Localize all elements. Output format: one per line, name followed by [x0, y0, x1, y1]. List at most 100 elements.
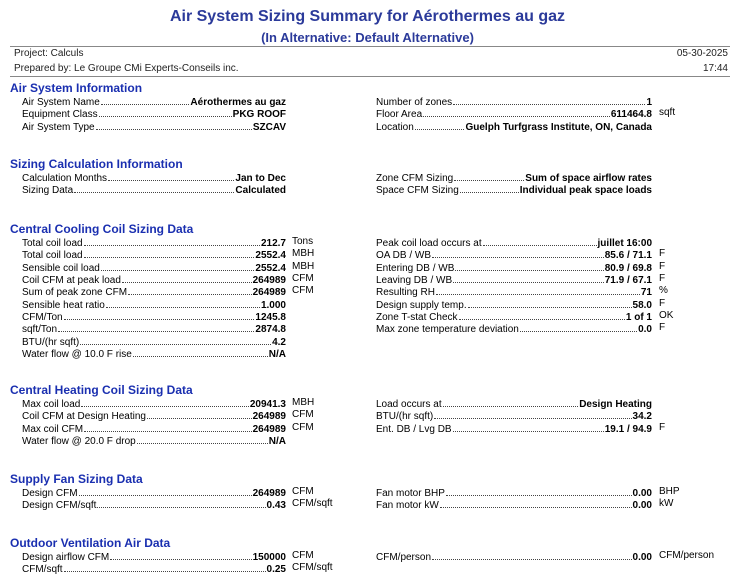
field-unit: BHP — [659, 486, 680, 497]
leader-dots — [453, 95, 646, 105]
field-value: Jan to Dec — [235, 173, 286, 184]
leader-dots — [128, 285, 252, 296]
field-label: Leaving DB / WB — [376, 275, 453, 287]
field-label: Coil CFM at peak load — [22, 275, 121, 287]
field-value: 1.000 — [260, 299, 286, 311]
field-value: Individual peak space loads — [519, 185, 652, 197]
field-row: BTU/(hr sqft) 4.2 — [22, 335, 286, 348]
field-unit: CFM — [292, 409, 314, 421]
field-value: juillet 16:00 — [597, 238, 652, 249]
field-value: 71.9 / 67.1 — [604, 275, 652, 287]
field-unit: CFM/sqft — [292, 498, 333, 510]
field-value: 1 — [646, 97, 652, 108]
leader-dots — [83, 248, 255, 259]
field-row: Coil CFM at peak load 264989 — [22, 273, 286, 287]
field-value: 85.6 / 71.1 — [604, 250, 652, 262]
field-label: Entering DB / WB — [376, 262, 455, 274]
field-unit: CFM — [292, 285, 314, 297]
field-value: 1 of 1 — [625, 312, 652, 324]
section-title: Air System Information — [10, 81, 143, 95]
leader-dots — [100, 95, 190, 105]
section-title: Sizing Calculation Information — [10, 157, 183, 171]
leader-dots — [434, 409, 632, 420]
field-row: Sum of peak zone CFM 264989 — [22, 285, 286, 299]
leader-dots — [132, 347, 268, 358]
field-value: 611464.8 — [610, 109, 652, 121]
field-row: Sizing Data Calculated — [22, 183, 286, 197]
leader-dots — [74, 183, 235, 194]
field-value: 20941.3 — [249, 399, 286, 410]
field-label: Zone CFM Sizing — [376, 173, 454, 184]
leader-dots — [84, 422, 252, 432]
field-unit: F — [659, 421, 666, 433]
field-value: 0.25 — [266, 564, 286, 576]
field-label: Peak coil load occurs at — [376, 238, 482, 249]
field-value: 264989 — [252, 423, 286, 435]
field-label: Sensible coil load — [22, 262, 100, 274]
field-row: Entering DB / WB 80.9 / 69.8 — [376, 261, 652, 274]
leader-dots — [80, 335, 272, 345]
leader-dots — [414, 120, 465, 130]
field-unit: CFM — [292, 273, 314, 285]
field-value: Sum of space airflow rates — [525, 173, 652, 184]
field-row: OA DB / WB 85.6 / 71.1 — [376, 248, 652, 262]
leader-dots — [136, 434, 268, 445]
field-label: Design CFM/sqft — [22, 500, 97, 512]
field-label: Sum of peak zone CFM — [22, 287, 128, 299]
field-label: Total coil load — [22, 250, 83, 262]
field-value: 264989 — [252, 488, 286, 499]
field-value: 0.00 — [632, 488, 652, 499]
field-unit: F — [659, 322, 666, 334]
field-row: BTU/(hr sqft) 34.2 — [376, 409, 652, 423]
field-value: 0.00 — [632, 500, 652, 512]
field-row: Fan motor BHP 0.00 — [376, 486, 652, 499]
field-unit: kW — [659, 498, 674, 510]
field-value: 0.00 — [632, 552, 652, 563]
field-value: 19.1 / 94.9 — [604, 423, 652, 435]
field-label: Total coil load — [22, 238, 83, 249]
subtitle: (In Alternative: Default Alternative) — [261, 30, 474, 45]
leader-dots — [83, 236, 260, 246]
field-row: Max zone temperature deviation 0.0 — [376, 322, 652, 335]
leader-dots — [432, 248, 604, 259]
field-unit: sqft — [659, 107, 676, 119]
field-label: Space CFM Sizing — [376, 185, 459, 197]
field-row: Design CFM 264989 — [22, 486, 286, 499]
field-row: Design supply temp. 58.0 — [376, 298, 652, 311]
prepared-by: Prepared by: Le Groupe CMi Experts-Conse… — [14, 63, 239, 74]
field-value: Aérothermes au gaz — [190, 97, 286, 108]
field-label: Equipment Class — [22, 109, 98, 121]
field-value: N/A — [268, 436, 286, 448]
field-value: 264989 — [252, 287, 286, 299]
leader-dots — [452, 422, 604, 432]
field-value: 0.43 — [266, 500, 286, 512]
field-unit: F — [659, 273, 666, 285]
leader-dots — [95, 120, 252, 130]
date: 05-30-2025 — [676, 48, 728, 59]
field-row: Sensible coil load 2552.4 — [22, 261, 286, 274]
field-label: Max coil load — [22, 399, 81, 410]
time: 17:44 — [702, 63, 728, 74]
field-value: 264989 — [252, 411, 286, 423]
field-row: Total coil load 212.7 — [22, 236, 286, 249]
section-title: Central Cooling Coil Sizing Data — [10, 222, 194, 236]
leader-dots — [453, 273, 604, 284]
field-value: 71 — [640, 287, 652, 299]
field-value: Calculated — [235, 185, 286, 197]
leader-dots — [98, 107, 232, 118]
leader-dots — [459, 183, 519, 194]
field-value: 2874.8 — [255, 324, 286, 336]
leader-dots — [442, 397, 579, 407]
field-row: Location Guelph Turfgrass Institute, ON, … — [376, 120, 652, 133]
leader-dots — [58, 322, 255, 333]
field-label: Sensible heat ratio — [22, 299, 105, 311]
field-label: Location — [376, 121, 414, 133]
field-row: Total coil load 2552.4 — [22, 248, 286, 262]
field-value: 212.7 — [260, 238, 286, 249]
field-unit: CFM/sqft — [292, 562, 333, 574]
field-unit: OK — [659, 310, 674, 322]
field-row: Coil CFM at Design Heating 264989 — [22, 409, 286, 423]
field-value: 34.2 — [632, 411, 652, 423]
field-row: Floor Area 611464.8 — [376, 107, 652, 121]
